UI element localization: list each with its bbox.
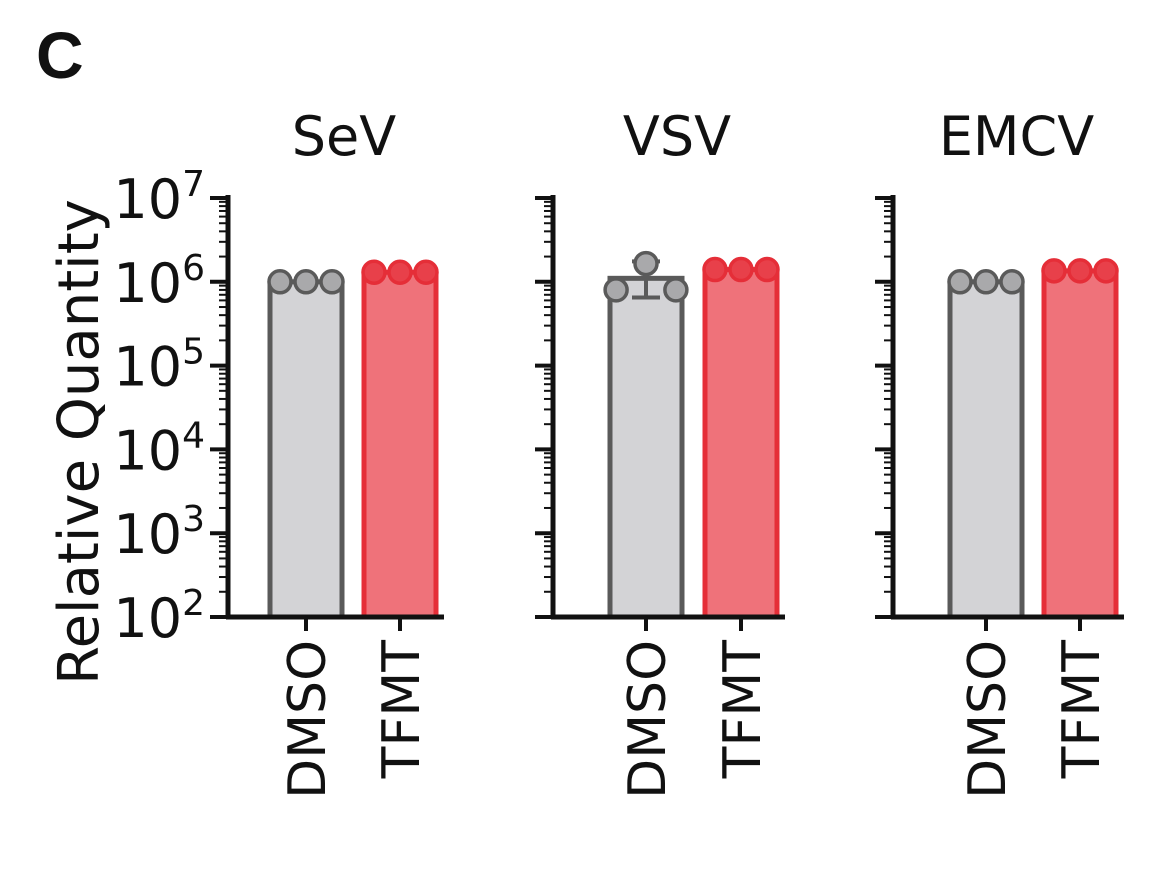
data-point <box>728 256 754 283</box>
chart-title: VSV <box>623 105 731 168</box>
x-tick-label: TFMT <box>372 640 432 780</box>
x-tick-label: TFMT <box>713 640 773 780</box>
chart-panel-emcv: EMCV DMSO TFMT <box>875 105 1124 799</box>
y-tick-label: 102 <box>113 583 205 650</box>
data-point <box>1067 258 1093 284</box>
y-tick-label: 104 <box>113 415 205 482</box>
x-tick-label: DMSO <box>958 640 1018 799</box>
data-point <box>947 269 973 295</box>
data-point <box>293 269 319 295</box>
data-point <box>999 269 1025 295</box>
bar-tfmt <box>361 269 439 620</box>
data-point <box>319 269 345 295</box>
bar-tfmt <box>702 267 780 620</box>
data-point <box>633 250 659 277</box>
x-tick-label: TFMT <box>1052 640 1112 780</box>
y-tick-label: 105 <box>113 332 205 399</box>
x-tick-label: DMSO <box>618 640 678 799</box>
y-tick-label: 103 <box>113 499 205 566</box>
data-point <box>663 277 689 303</box>
bar-dmso <box>267 279 345 620</box>
y-tick-label: 106 <box>113 248 205 315</box>
data-point <box>361 259 387 286</box>
bar-dmso <box>947 279 1025 620</box>
data-point <box>754 256 780 283</box>
x-tick-label: DMSO <box>278 640 338 799</box>
data-point <box>267 269 293 295</box>
data-point <box>603 277 629 303</box>
data-point <box>1041 258 1067 284</box>
data-point <box>413 259 439 286</box>
y-tick-label: 107 <box>113 164 205 231</box>
data-point <box>1093 258 1119 284</box>
bar-dmso <box>607 275 685 620</box>
panel-label: C <box>36 18 84 92</box>
data-point <box>387 259 413 286</box>
bar-tfmt <box>1041 268 1119 620</box>
chart-panel-vsv: VSV DMSO TFMT <box>535 105 785 799</box>
chart-panel-sev: SeV DMSO TFMT 102 103 104 105 106 107 <box>113 105 444 799</box>
chart-title: EMCV <box>939 105 1094 168</box>
data-point <box>973 269 999 295</box>
data-point <box>702 256 728 283</box>
y-axis-label: Relative Quantity <box>47 199 112 685</box>
chart-title: SeV <box>292 105 397 168</box>
